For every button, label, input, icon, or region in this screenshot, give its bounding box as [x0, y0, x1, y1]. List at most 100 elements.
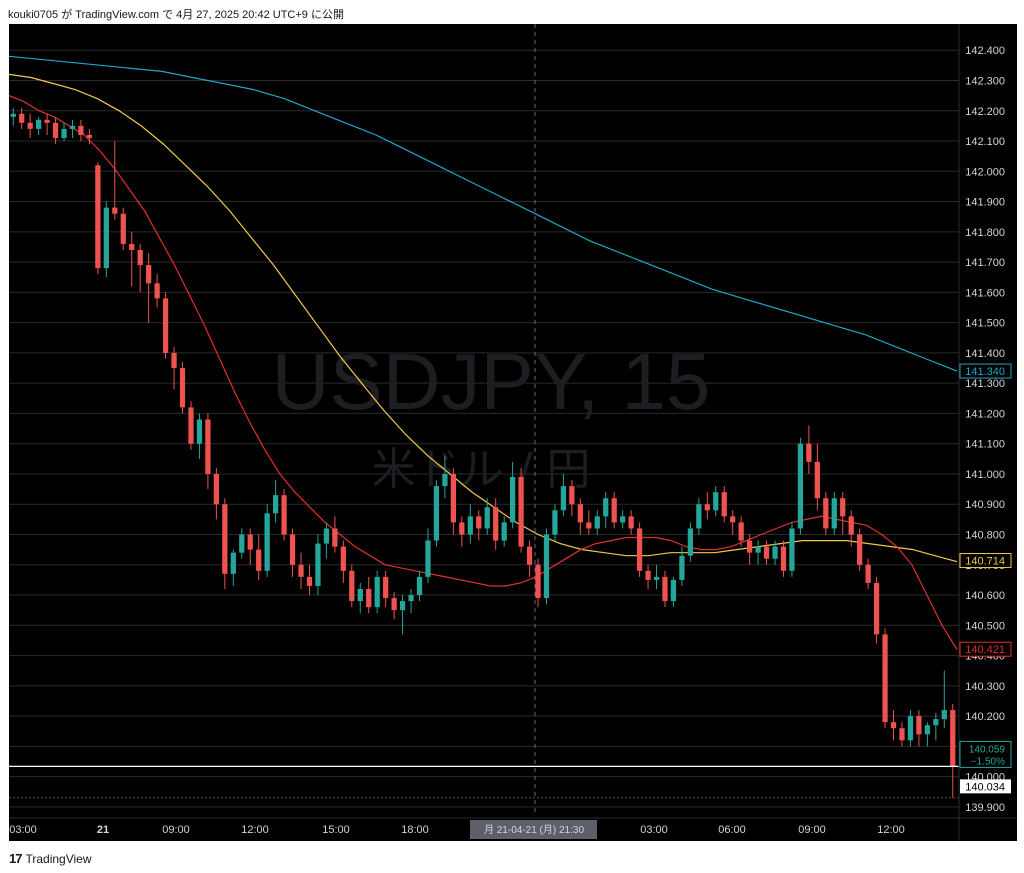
x-tick-label: 09:00	[162, 824, 190, 836]
candle-body	[281, 495, 287, 535]
candle-body	[814, 461, 820, 499]
candle	[797, 437, 804, 535]
candle	[69, 119, 76, 138]
publish-caption: kouki0705 が TradingView.com で 4月 27, 202…	[8, 9, 344, 21]
candle	[484, 498, 490, 535]
candle-body	[450, 473, 456, 523]
candle-body	[256, 549, 262, 571]
candle	[264, 504, 270, 577]
candle-body	[620, 516, 626, 523]
candle-body	[69, 125, 76, 129]
candle-body	[442, 473, 448, 487]
candle	[315, 534, 321, 596]
candle-body	[747, 540, 753, 553]
candle-body	[289, 534, 296, 565]
candle	[890, 710, 897, 741]
candle-body	[704, 504, 710, 511]
candle	[171, 346, 177, 390]
candle-body	[586, 522, 592, 529]
candle-body	[755, 546, 761, 553]
candle-body	[603, 498, 609, 517]
candle	[112, 141, 118, 220]
candle-body	[840, 498, 846, 517]
candle-body	[526, 546, 533, 565]
candle-body	[670, 579, 677, 602]
candle-body	[112, 207, 118, 214]
ma-price-label: 140.714	[965, 556, 1005, 568]
candle	[95, 162, 101, 275]
candle	[670, 576, 677, 608]
candle-body	[831, 498, 837, 529]
candle	[162, 292, 169, 359]
candle-body	[315, 543, 321, 586]
candle-body	[645, 570, 651, 580]
candle-body	[653, 576, 660, 580]
ma-mid-line	[9, 73, 958, 563]
x-tick-label: 09:00	[798, 824, 826, 836]
candle	[281, 489, 287, 541]
x-tick-label: 15:00	[322, 824, 350, 836]
candle-body	[205, 419, 211, 474]
candle-body	[594, 516, 600, 529]
candle	[636, 522, 643, 577]
candle	[569, 480, 575, 517]
candle	[873, 576, 880, 644]
candle	[789, 522, 795, 577]
ma-price-label-box	[959, 641, 1012, 657]
candle	[36, 116, 42, 135]
candle	[518, 467, 524, 553]
candle	[924, 722, 930, 747]
candle	[611, 492, 617, 529]
y-tick-label: 141.500	[965, 318, 1005, 330]
candle-body	[154, 283, 160, 299]
price-change-pct: −1.50%	[971, 756, 1005, 767]
candle	[772, 540, 778, 565]
candlestick-chart[interactable]: 142.400 142.300 142.200 142.100 142.000 141.9…	[9, 24, 1017, 841]
candle-body	[560, 486, 567, 511]
y-tick-label: 141.800	[965, 227, 1005, 239]
candle-body	[721, 492, 727, 517]
candle-body	[806, 443, 812, 462]
candle-body	[408, 595, 414, 602]
candle	[916, 710, 922, 747]
candle	[349, 564, 355, 608]
candle	[154, 274, 160, 308]
candle	[273, 480, 279, 523]
candle	[247, 528, 253, 565]
candle	[730, 510, 736, 535]
candle-body	[340, 546, 346, 571]
candle	[332, 516, 338, 553]
candle	[594, 510, 600, 535]
candle	[391, 592, 397, 620]
candle-body	[366, 588, 372, 608]
candle-body	[933, 719, 939, 726]
y-tick-label: 140.500	[965, 620, 1005, 632]
candle-body	[611, 498, 617, 523]
candle	[323, 522, 330, 559]
candle	[941, 670, 947, 729]
crosshair-date-label: 月 21-04-21 (月) 21:30	[484, 824, 584, 836]
chart-background	[9, 24, 1017, 841]
candle	[780, 540, 787, 577]
chart-panel[interactable]: 142.400 142.300 142.200 142.100 142.000 141.9…	[9, 24, 1017, 841]
candle-body	[679, 555, 685, 580]
candle-body	[899, 728, 905, 741]
candle-body	[298, 564, 304, 577]
candle	[603, 492, 609, 529]
candle-body	[797, 443, 804, 529]
y-tick-label: 141.100	[965, 439, 1005, 451]
y-tick-label: 141.600	[965, 287, 1005, 299]
price-change-value: 140.059	[969, 744, 1006, 755]
candle	[10, 107, 16, 126]
candle	[52, 116, 59, 145]
candle-body	[772, 546, 778, 559]
candle	[19, 107, 25, 129]
candle-body	[162, 298, 169, 353]
candle-body	[467, 516, 473, 535]
candle	[230, 549, 236, 586]
candle-body	[823, 498, 829, 529]
y-tick-label: 142.300	[965, 75, 1005, 87]
y-tick-label: 140.600	[965, 590, 1005, 602]
candle	[146, 253, 152, 323]
candle	[510, 461, 516, 529]
